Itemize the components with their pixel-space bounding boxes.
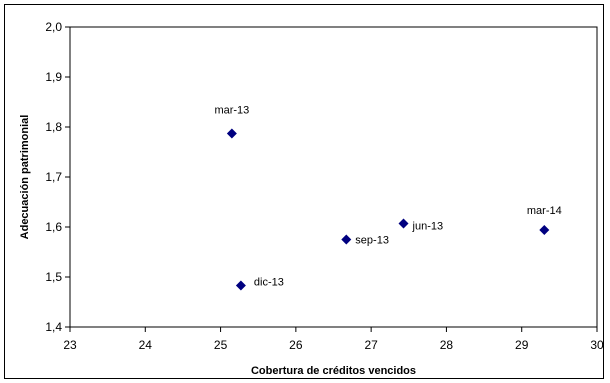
x-axis: 23 24 25 26 27 28 29 30 <box>63 326 604 352</box>
chart-frame <box>4 4 604 379</box>
point-label-jun-13: jun-13 <box>412 221 444 233</box>
y-tick-label: 1,8 <box>45 120 62 134</box>
y-axis-title: Adecuación patrimonial <box>19 115 31 240</box>
x-tick-label: 27 <box>364 338 378 352</box>
y-tick-label: 1,4 <box>45 320 62 334</box>
x-tick-label: 25 <box>214 338 228 352</box>
data-points: mar-13 jun-13 sep-13 dic-13 mar-14 <box>214 105 562 291</box>
x-tick-label: 28 <box>440 338 454 352</box>
point-label-mar-13: mar-13 <box>214 105 249 117</box>
x-tick-label: 29 <box>515 338 529 352</box>
point-label-dic-13: dic-13 <box>254 277 284 289</box>
y-axis: 2,0 1,9 1,8 1,7 1,6 1,5 1,4 <box>45 20 71 334</box>
point-marker-mar-13 <box>226 128 237 139</box>
x-tick-label: 24 <box>139 338 153 352</box>
point-marker-jun-13 <box>398 218 409 229</box>
y-tick-label: 1,9 <box>45 70 62 84</box>
plot-border <box>69 26 598 328</box>
y-tick-label: 1,7 <box>45 170 62 184</box>
x-tick-label: 30 <box>590 338 604 352</box>
plot-area <box>69 26 598 328</box>
point-label-mar-14: mar-14 <box>527 205 562 217</box>
point-marker-sep-13 <box>341 234 352 245</box>
x-tick-label: 23 <box>63 338 77 352</box>
x-tick-label: 26 <box>289 338 303 352</box>
point-label-sep-13: sep-13 <box>355 235 389 247</box>
y-tick-label: 2,0 <box>45 20 62 34</box>
x-axis-title: Cobertura de créditos vencidos <box>251 365 416 377</box>
y-tick-label: 1,6 <box>45 220 62 234</box>
point-marker-mar-14 <box>539 225 550 235</box>
y-tick-label: 1,5 <box>45 270 62 284</box>
point-marker-dic-13 <box>235 280 246 291</box>
